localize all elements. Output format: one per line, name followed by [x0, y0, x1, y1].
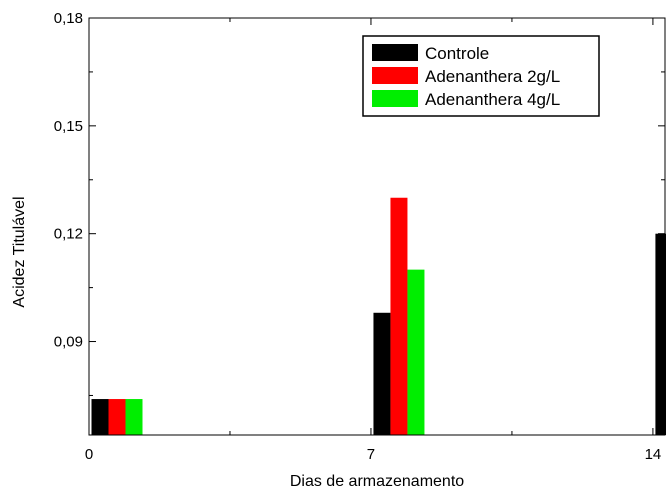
bar-adenanthera-4g-l-day-0 — [125, 399, 143, 435]
legend-label-adenanthera-2g-l: Adenanthera 2g/L — [425, 67, 560, 86]
x-tick-label: 7 — [367, 446, 375, 463]
legend-swatch-adenanthera-2g-l — [372, 67, 418, 84]
legend-label-controle: Controle — [425, 44, 489, 63]
bar-controle-day-0 — [91, 399, 109, 435]
legend-label-adenanthera-4g-l: Adenanthera 4g/L — [425, 90, 560, 109]
bar-adenanthera-2g-l-day-7 — [390, 197, 408, 435]
x-axis-title: Dias de armazenamento — [290, 473, 464, 490]
legend-swatch-adenanthera-4g-l — [372, 90, 418, 107]
y-tick-label: 0,15 — [54, 118, 83, 135]
y-axis-title: Acidez Titulável — [11, 196, 28, 307]
bar-controle-day-7 — [373, 312, 391, 435]
bars-group — [91, 197, 666, 435]
bar-controle-day-14 — [655, 233, 666, 435]
bar-adenanthera-2g-l-day-0 — [108, 399, 126, 435]
x-tick-label: 0 — [85, 446, 93, 463]
y-tick-label: 0,09 — [54, 334, 83, 351]
x-tick-label: 14 — [645, 446, 662, 463]
plot-frame — [88, 17, 666, 436]
y-tick-label: 0,18 — [54, 10, 83, 27]
ticks-group: 0,09 0,12 0,15 0,18 0 7 14 — [54, 10, 665, 463]
legend: Controle Adenanthera 2g/L Adenanthera 4g/L — [362, 35, 600, 117]
y-tick-label: 0,12 — [54, 226, 83, 243]
bar-adenanthera-4g-l-day-7 — [407, 269, 425, 435]
legend-swatch-controle — [372, 44, 418, 61]
